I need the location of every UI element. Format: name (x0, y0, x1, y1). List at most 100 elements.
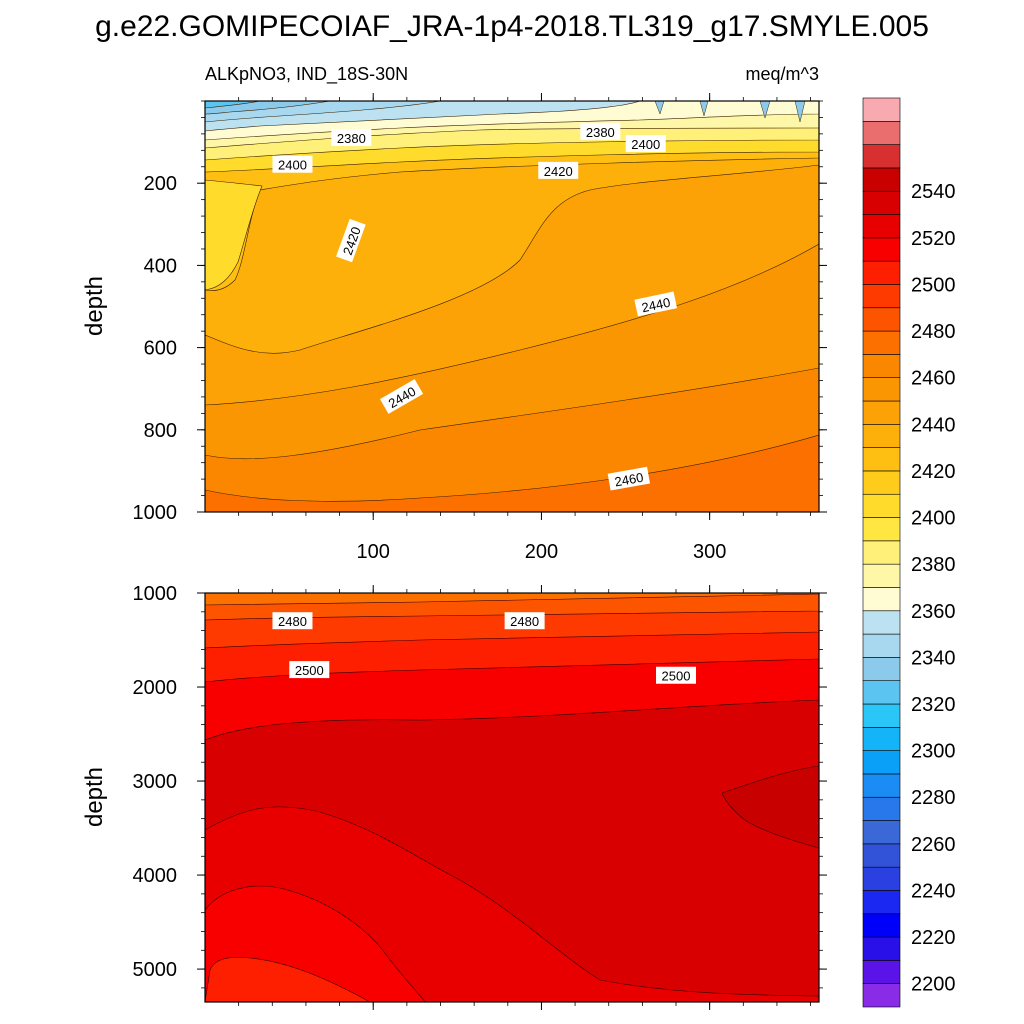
colorbar-label: 2520 (911, 228, 956, 250)
colorbar-box (862, 447, 901, 472)
upper-contour-label-text: 2420 (544, 164, 573, 179)
upper-contour-label-text: 2400 (278, 158, 307, 173)
lower-panel (205, 593, 819, 1002)
colorbar-label: 2340 (911, 647, 956, 669)
upper-contour-label: 2400 (625, 135, 666, 153)
colorbar-label: 2460 (911, 368, 956, 390)
colorbar-box (862, 237, 901, 262)
upper-xtick-label: 100 (357, 541, 390, 563)
lower-ytick-label: 2000 (133, 677, 178, 699)
colorbar-label: 2540 (911, 181, 956, 203)
colorbar-box (862, 377, 901, 402)
colorbar-box (862, 843, 901, 868)
colorbar-box (862, 563, 901, 588)
lower-band-2470 (205, 593, 819, 606)
colorbar: 2200 2220 2240 2260 2280 2300 2320 2340 2360 2380… (862, 97, 956, 1008)
upper-xtick-label: 300 (693, 541, 726, 563)
lower-ytick-label: 5000 (133, 959, 178, 981)
colorbar-label: 2440 (911, 414, 956, 436)
lower-contour-label: 2500 (289, 661, 330, 679)
upper-contour-label-text: 2440 (640, 295, 671, 316)
colorbar-box (862, 750, 901, 775)
lower-contour-label-bg (656, 666, 697, 684)
lower-contour-label-bg (504, 612, 545, 630)
colorbar-box (862, 167, 901, 192)
colorbar-box (862, 307, 901, 332)
colorbar-box (862, 866, 901, 891)
colorbar-box (862, 703, 901, 728)
colorbar-label: 2360 (911, 601, 956, 623)
lower-core-2550 (205, 957, 371, 1002)
colorbar-box (862, 400, 901, 425)
upper-contour-label-bg (331, 128, 372, 146)
colorbar-box (862, 657, 901, 681)
colorbar-box (862, 773, 901, 798)
colorbar-box (862, 214, 901, 239)
colorbar-box (862, 190, 901, 215)
lower-contour-label: 2500 (656, 666, 697, 684)
colorbar-label: 2320 (911, 694, 956, 716)
colorbar-box (862, 680, 901, 705)
colorbar-label: 2480 (911, 321, 956, 343)
upper-contour-label: 2420 (538, 161, 579, 179)
upper-contour-label-bg (580, 122, 621, 140)
colorbar-box (862, 354, 901, 378)
axis-ticks: 200 400 600 800 1000 100 200 300 1000 2000 3000 400… (133, 93, 827, 1010)
colorbar-box (862, 796, 901, 821)
lower-contour-label-bg (289, 661, 330, 679)
upper-ylabel: depth (81, 276, 108, 336)
lower-contour-label-text: 2500 (295, 663, 324, 678)
colorbar-box (862, 97, 901, 122)
upper-contour-label: 2440 (634, 291, 678, 317)
colorbar-box (862, 260, 901, 285)
colorbar-box (862, 820, 901, 845)
colorbar-box (862, 983, 901, 1008)
lower-ytick-label: 1000 (133, 583, 178, 605)
upper-contour-label-bg (607, 466, 650, 491)
lower-contour-label: 2480 (504, 612, 545, 630)
upper-ytick-label: 1000 (133, 502, 178, 524)
upper-contour-label: 2380 (580, 122, 621, 140)
upper-contour-label-bg (272, 155, 313, 173)
upper-ytick-label: 400 (144, 255, 177, 277)
upper-spikes (654, 101, 806, 123)
upper-contour-label-text: 2460 (613, 470, 644, 490)
upper-contour-label-bg (336, 218, 366, 263)
colorbar-label: 2280 (911, 787, 956, 809)
upper-contour-label-bg (634, 291, 678, 317)
upper-contour-label-bg (538, 161, 579, 179)
lower-contour-label-text: 2480 (278, 614, 307, 629)
lower-frame (204, 592, 820, 1003)
upper-frame (204, 100, 820, 513)
upper-contour-label-bg (625, 135, 666, 153)
upper-contour-label-text: 2380 (337, 131, 366, 146)
colorbar-box (862, 936, 901, 961)
colorbar-box (862, 913, 901, 938)
colorbar-label: 2260 (911, 834, 956, 856)
lower-contour-label: 2480 (272, 612, 313, 630)
lower-contour-label-text: 2480 (510, 614, 539, 629)
lower-contour-label-bg (272, 612, 313, 630)
upper-contour-label: 2380 (331, 128, 372, 146)
colorbar-box (862, 517, 901, 542)
upper-xtick-label: 200 (525, 541, 558, 563)
upper-contour-label-bg (379, 379, 424, 414)
upper-contour-label: 2400 (272, 155, 313, 173)
lower-ytick-label: 3000 (133, 771, 178, 793)
colorbar-label: 2200 (911, 974, 956, 996)
colorbar-label: 2420 (911, 461, 956, 483)
colorbar-label: 2240 (911, 880, 956, 902)
lower-blob-2520 (721, 765, 819, 849)
lower-ytick-label: 4000 (133, 865, 178, 887)
colorbar-box (862, 890, 901, 915)
colorbar-box (862, 330, 901, 355)
lower-ylabel: depth (81, 767, 108, 827)
colorbar-box (862, 960, 901, 984)
lower-contour-label-text: 2500 (662, 669, 691, 684)
colorbar-label: 2380 (911, 554, 956, 576)
colorbar-box (862, 284, 901, 309)
upper-ytick-label: 600 (144, 338, 177, 360)
contour-labels: 2380240023802400242024202440244024602480… (272, 122, 697, 684)
upper-contour-label-text: 2380 (586, 125, 615, 140)
colorbar-label: 2400 (911, 508, 956, 530)
